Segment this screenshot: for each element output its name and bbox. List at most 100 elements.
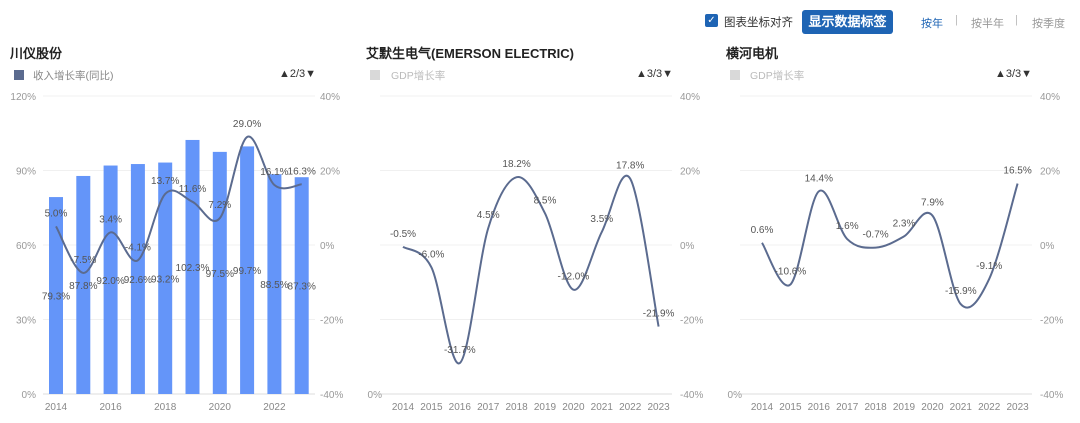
- show-data-labels-button[interactable]: 显示数据标签: [802, 10, 893, 34]
- x-axis-tick: 2014: [45, 402, 68, 413]
- bar-data-label: 92.0%: [96, 276, 124, 287]
- series-line: [55, 135, 302, 274]
- line-data-label: 2.3%: [893, 218, 916, 229]
- align-axes-label: 图表坐标对齐: [724, 17, 793, 29]
- line-data-label: -7.5%: [70, 255, 96, 266]
- chart-title: 横河电机: [726, 46, 779, 61]
- line-data-label: 17.8%: [616, 161, 644, 172]
- chart-title: 川仪股份: [10, 46, 63, 61]
- legend-pager[interactable]: ▲2/3▼: [279, 68, 317, 80]
- bar-data-label: 92.6%: [124, 275, 152, 286]
- bar: [294, 177, 309, 394]
- line-data-label: 0.6%: [751, 225, 774, 236]
- x-axis-tick: 2017: [836, 402, 859, 413]
- right-axis-tick: -20%: [320, 316, 343, 327]
- line-data-label: 16.1%: [260, 167, 288, 178]
- line-data-label: -10.6%: [775, 266, 807, 277]
- right-axis-tick: -20%: [680, 316, 703, 327]
- line-data-label: 7.2%: [208, 200, 231, 211]
- line-data-label: 13.7%: [151, 176, 179, 187]
- line-data-label: -21.9%: [643, 309, 675, 320]
- align-axes-checkbox[interactable]: ✓: [705, 14, 718, 27]
- right-axis-tick: -40%: [320, 390, 343, 401]
- series-line: [402, 174, 660, 365]
- line-data-label: -31.7%: [444, 345, 476, 356]
- x-axis-tick: 2020: [562, 402, 585, 413]
- divider: |: [1015, 14, 1018, 26]
- right-axis-tick: 20%: [680, 167, 700, 178]
- bar-data-label: 99.7%: [233, 266, 261, 277]
- x-axis-tick: 2015: [420, 402, 443, 413]
- legend-pager[interactable]: ▲3/3▼: [995, 68, 1033, 80]
- x-axis-tick: 2019: [534, 402, 557, 413]
- right-axis-tick: 40%: [320, 92, 340, 103]
- period-tab-year[interactable]: 按年: [921, 18, 943, 30]
- bar-data-label: 93.2%: [151, 274, 179, 285]
- bar-data-label: 87.8%: [69, 281, 97, 292]
- bar-data-label: 97.5%: [206, 269, 234, 280]
- right-axis-tick: 20%: [1040, 167, 1060, 178]
- divider: |: [955, 14, 958, 26]
- bar: [130, 164, 145, 394]
- legend-label[interactable]: GDP增长率: [391, 70, 446, 82]
- line-data-label: -4.1%: [125, 242, 151, 253]
- x-axis-tick: 2021: [591, 402, 614, 413]
- bar-data-label: 87.3%: [288, 282, 316, 293]
- right-axis-tick: 0%: [320, 241, 335, 252]
- left-axis-tick: 90%: [16, 167, 36, 178]
- line-data-label: -6.0%: [418, 249, 444, 260]
- line-data-label: 18.2%: [502, 159, 530, 170]
- bar: [76, 175, 91, 394]
- line-data-label: -15.9%: [945, 286, 977, 297]
- line-data-label: -12.0%: [558, 272, 590, 283]
- legend-swatch[interactable]: [730, 70, 740, 80]
- bar: [103, 165, 118, 394]
- legend-pager[interactable]: ▲3/3▼: [636, 68, 674, 80]
- line-data-label: 3.4%: [99, 214, 122, 225]
- x-axis-tick: 2014: [392, 402, 415, 413]
- line-data-label: 11.6%: [179, 184, 207, 195]
- right-axis-tick: -40%: [1040, 390, 1063, 401]
- x-axis-tick: 2023: [647, 402, 670, 413]
- left-axis-tick: 0%: [728, 390, 743, 401]
- bar: [240, 146, 255, 394]
- line-data-label: 14.4%: [805, 173, 833, 184]
- line-data-label: 8.5%: [534, 195, 557, 206]
- series-line: [761, 183, 1019, 309]
- legend-swatch[interactable]: [14, 70, 24, 80]
- legend-label[interactable]: GDP增长率: [750, 70, 805, 82]
- right-axis-tick: 40%: [1040, 92, 1060, 103]
- line-data-label: -9.1%: [976, 261, 1002, 272]
- bar: [158, 162, 173, 394]
- left-axis-tick: 120%: [10, 92, 36, 103]
- x-axis-tick: 2019: [893, 402, 916, 413]
- line-data-label: 4.5%: [477, 210, 500, 221]
- x-axis-tick: 2020: [209, 402, 232, 413]
- left-axis-tick: 60%: [16, 241, 36, 252]
- right-axis-tick: 0%: [680, 241, 695, 252]
- bar: [49, 197, 63, 394]
- line-data-label: 1.6%: [836, 221, 859, 232]
- x-axis-tick: 2022: [263, 402, 286, 413]
- line-data-label: 5.0%: [45, 208, 68, 219]
- bar-data-label: 88.5%: [260, 280, 288, 291]
- x-axis-tick: 2023: [1006, 402, 1029, 413]
- period-tab-half-year[interactable]: 按半年: [971, 18, 1004, 30]
- legend-label[interactable]: 收入增长率(同比): [33, 70, 114, 82]
- x-axis-tick: 2016: [808, 402, 831, 413]
- bar: [267, 174, 282, 394]
- right-axis-tick: 20%: [320, 167, 340, 178]
- period-tab-quarter[interactable]: 按季度: [1032, 18, 1065, 30]
- chart-title: 艾默生电气(EMERSON ELECTRIC): [366, 46, 575, 61]
- line-data-label: 3.5%: [590, 214, 613, 225]
- x-axis-tick: 2022: [619, 402, 642, 413]
- x-axis-tick: 2018: [864, 402, 887, 413]
- line-data-label: 16.5%: [1003, 166, 1031, 177]
- line-data-label: 7.9%: [921, 198, 944, 209]
- x-axis-tick: 2015: [779, 402, 802, 413]
- right-axis-tick: -40%: [680, 390, 703, 401]
- x-axis-tick: 2018: [154, 402, 177, 413]
- x-axis-tick: 2018: [505, 402, 528, 413]
- legend-swatch[interactable]: [370, 70, 380, 80]
